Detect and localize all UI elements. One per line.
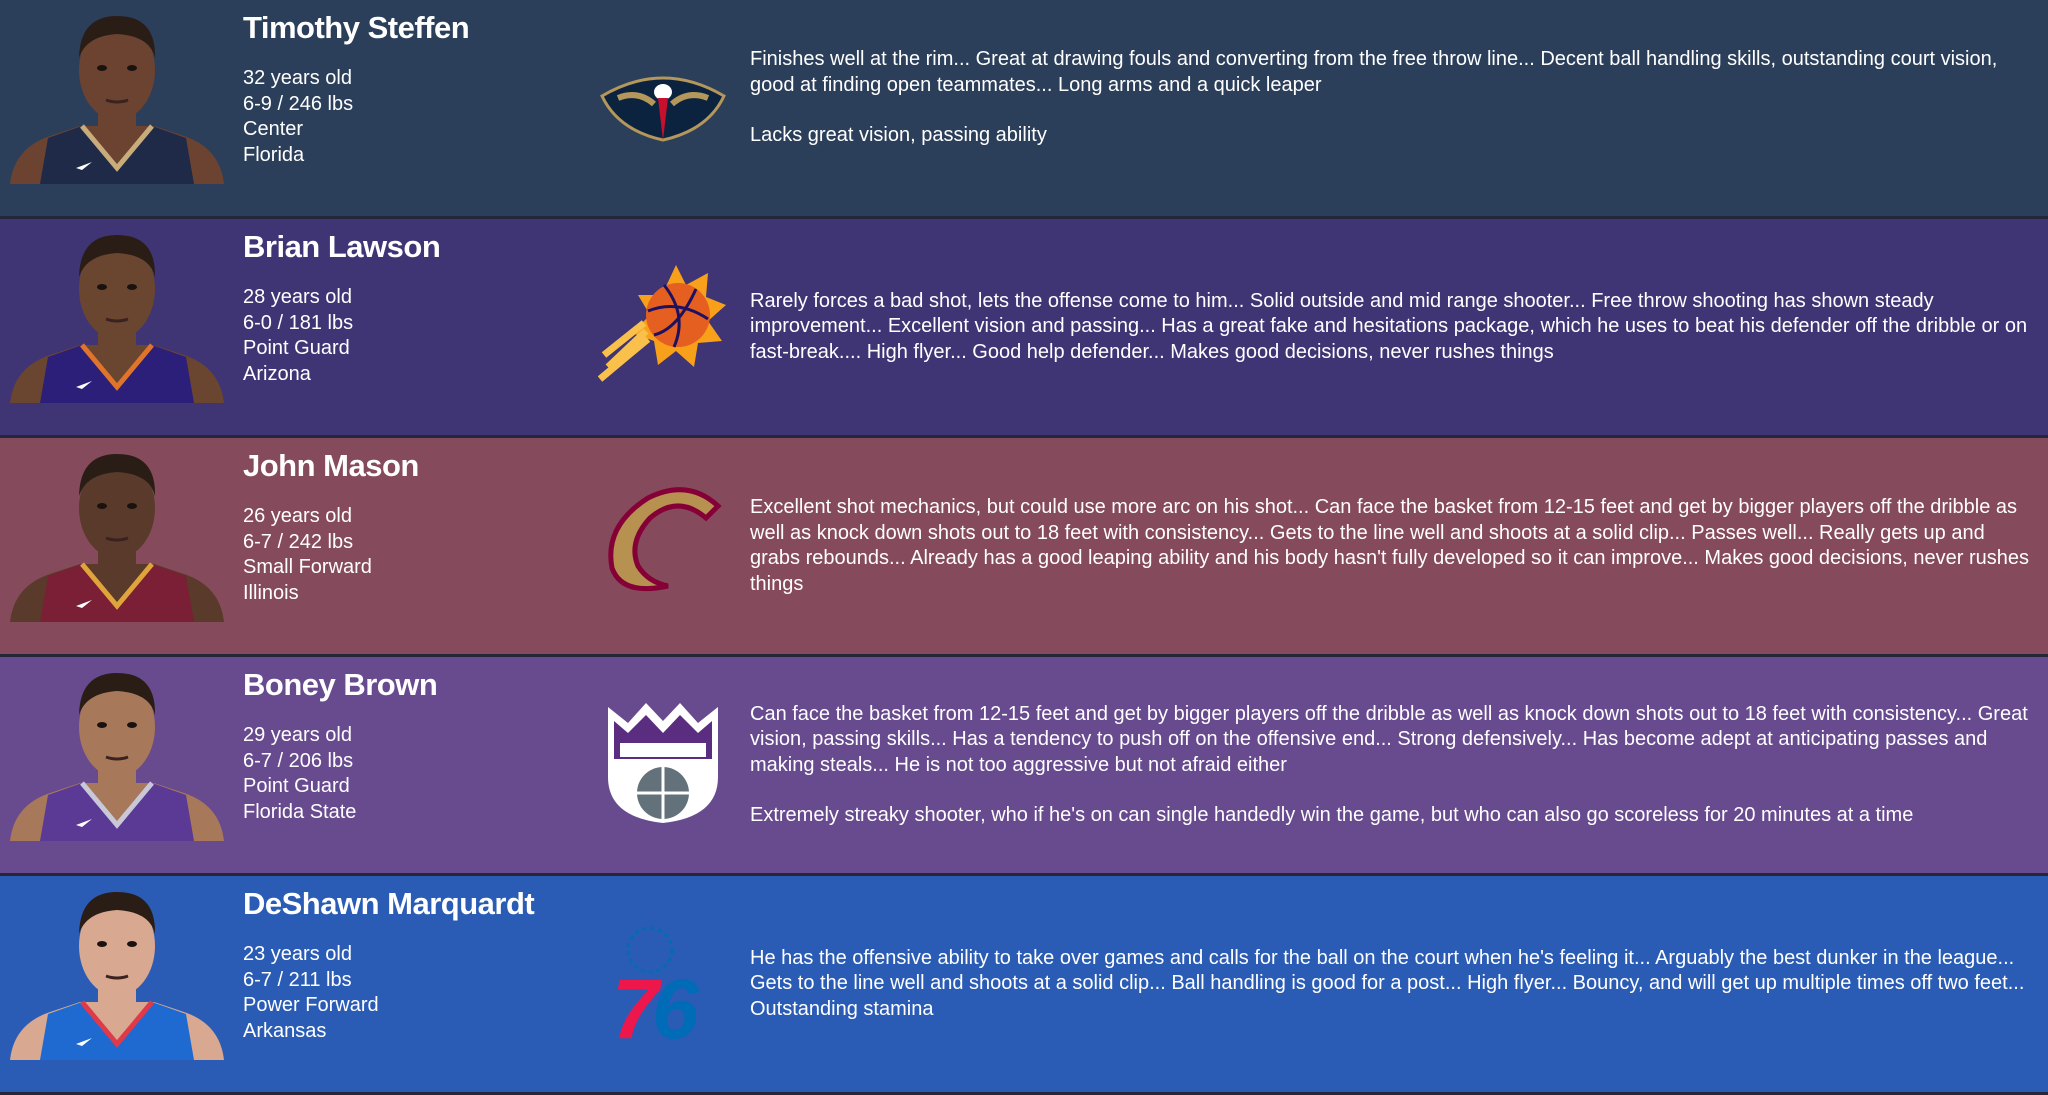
player-row[interactable]: Boney Brown 29 years old 6-7 / 206 lbs P… — [0, 657, 2048, 876]
player-portrait — [10, 235, 224, 403]
player-height-weight: 6-7 / 206 lbs — [243, 749, 354, 772]
player-name[interactable]: John Mason — [243, 448, 419, 483]
strengths-text: Excellent shot mechanics, but could use … — [750, 496, 2030, 595]
player-height-weight: 6-9 / 246 lbs — [243, 92, 354, 115]
scouting-report: He has the offensive ability to take ove… — [750, 876, 2040, 1092]
player-row[interactable]: Brian Lawson 28 years old 6-0 / 181 lbs … — [0, 219, 2048, 438]
player-name[interactable]: Boney Brown — [243, 667, 438, 702]
player-info: 23 years old 6-7 / 211 lbs Power Forward… — [243, 942, 379, 1044]
player-position: Power Forward — [243, 994, 379, 1016]
player-info: 29 years old 6-7 / 206 lbs Point Guard F… — [243, 723, 356, 825]
player-position: Point Guard — [243, 337, 350, 359]
player-name[interactable]: DeShawn Marquardt — [243, 886, 535, 921]
player-portrait — [10, 454, 224, 622]
strengths-text: Rarely forces a bad shot, lets the offen… — [750, 289, 2028, 363]
scouting-report: Finishes well at the rim... Great at dra… — [750, 0, 2040, 216]
strengths-text: Finishes well at the rim... Great at dra… — [750, 48, 1998, 96]
player-college: Arkansas — [243, 1019, 327, 1042]
scouting-report: Can face the basket from 12-15 feet and … — [750, 657, 2040, 873]
player-position: Center — [243, 118, 304, 140]
player-college: Arizona — [243, 362, 311, 385]
svg-text:6: 6 — [652, 962, 700, 1046]
player-age: 28 years old — [243, 286, 352, 308]
scouting-report: Excellent shot mechanics, but could use … — [750, 438, 2040, 654]
player-name[interactable]: Brian Lawson — [243, 229, 441, 264]
kings-logo — [598, 697, 728, 827]
player-height-weight: 6-0 / 181 lbs — [243, 311, 354, 334]
player-row[interactable]: Timothy Steffen 32 years old 6-9 / 246 l… — [0, 0, 2048, 219]
player-position: Small Forward — [243, 556, 372, 578]
player-info: 28 years old 6-0 / 181 lbs Point Guard A… — [243, 285, 353, 387]
player-height-weight: 6-7 / 211 lbs — [243, 968, 352, 991]
strengths-text: Can face the basket from 12-15 feet and … — [750, 702, 2028, 776]
player-info: 32 years old 6-9 / 246 lbs Center Florid… — [243, 66, 353, 168]
scouting-report: Rarely forces a bad shot, lets the offen… — [750, 219, 2040, 435]
player-row[interactable]: DeShawn Marquardt 23 years old 6-7 / 211… — [0, 876, 2048, 1095]
weaknesses-text: Lacks great vision, passing ability — [750, 124, 1047, 146]
player-age: 32 years old — [243, 67, 352, 89]
player-portrait — [10, 892, 224, 1060]
player-age: 29 years old — [243, 724, 352, 746]
player-info: 26 years old 6-7 / 242 lbs Small Forward… — [243, 504, 372, 606]
player-college: Illinois — [243, 581, 299, 604]
suns-logo — [597, 259, 728, 389]
player-age: 23 years old — [243, 943, 352, 965]
player-height-weight: 6-7 / 242 lbs — [243, 530, 354, 553]
player-row[interactable]: John Mason 26 years old 6-7 / 242 lbs Sm… — [0, 438, 2048, 657]
player-age: 26 years old — [243, 505, 352, 527]
player-name[interactable]: Timothy Steffen — [243, 10, 470, 45]
weaknesses-text: Extremely streaky shooter, who if he's o… — [750, 804, 1914, 826]
player-college: Florida State — [243, 800, 357, 823]
player-portrait — [10, 16, 224, 184]
cavaliers-logo — [598, 478, 728, 608]
player-position: Point Guard — [243, 775, 350, 797]
pelicans-logo — [598, 40, 728, 170]
svg-text:7: 7 — [612, 962, 662, 1046]
player-college: Florida — [243, 143, 305, 166]
strengths-text: He has the offensive ability to take ove… — [750, 946, 2025, 1020]
player-portrait — [10, 673, 224, 841]
